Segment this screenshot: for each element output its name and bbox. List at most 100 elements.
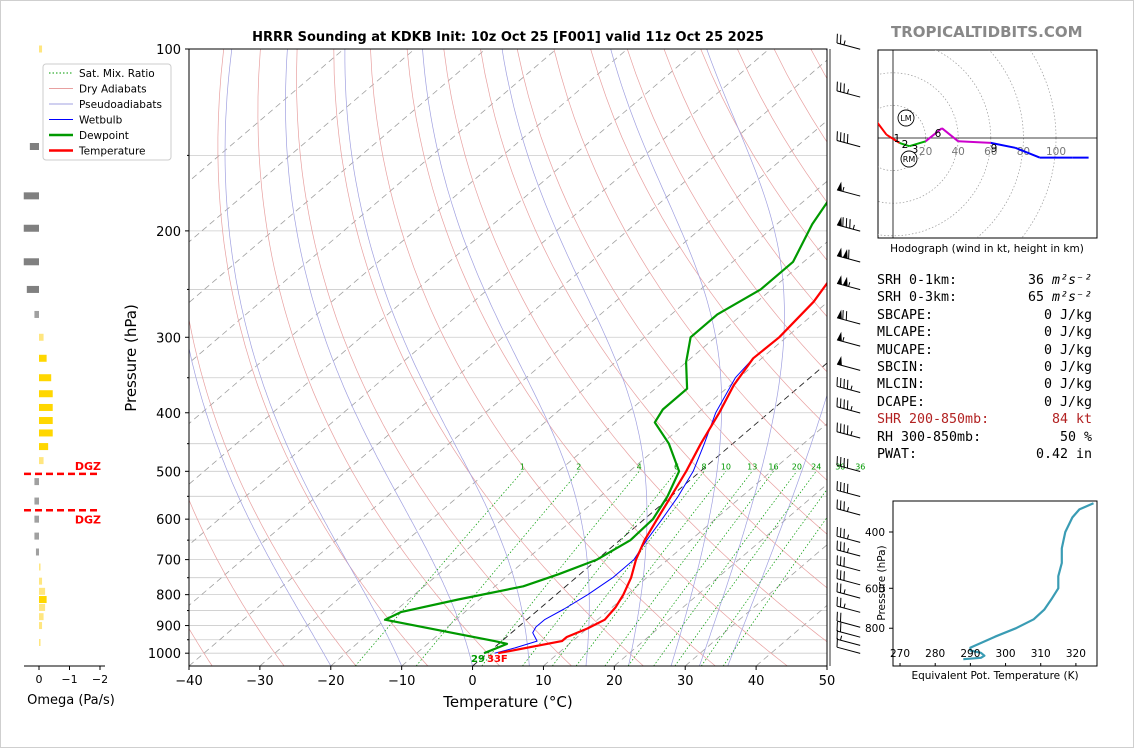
- stat-value: 0 J/kg: [1044, 343, 1092, 358]
- thetae-x-tick-label: 320: [1066, 648, 1086, 660]
- y-tick-label: 200: [156, 225, 181, 240]
- y-tick-label: 400: [156, 407, 181, 422]
- omega-tick-label: −2: [92, 673, 108, 686]
- omega-bar: [34, 478, 39, 485]
- omega-bar: [39, 355, 47, 362]
- barb-pennant: [837, 310, 842, 319]
- omega-bar: [24, 192, 39, 199]
- omega-bar: [39, 596, 47, 603]
- barb-halfflag: [843, 337, 844, 341]
- y-tick-label: 100: [156, 43, 181, 58]
- omega-bar: [39, 334, 44, 341]
- x-tick-label: 40: [748, 674, 765, 689]
- stat-value: 0 J/kg: [1044, 308, 1092, 323]
- x-tick-label: −20: [317, 674, 344, 689]
- barb-pennant: [837, 332, 842, 341]
- wind-barb: [837, 356, 860, 370]
- stat-row: SHR 200-850mb:84 kt: [877, 412, 1092, 429]
- stat-value: 0 J/kg: [1044, 377, 1092, 392]
- barb-halfflag: [851, 386, 852, 390]
- thetae-x-tick-label: 310: [1031, 648, 1051, 660]
- skew-bg: [189, 49, 827, 666]
- thetae-x-label: Equivalent Pot. Temperature (K): [911, 670, 1078, 682]
- wind-barb: [837, 377, 860, 392]
- legend-label: Dry Adiabats: [79, 84, 147, 96]
- stat-row: RH 300-850mb:50 %: [877, 430, 1092, 447]
- hodo-height-label: 1: [894, 133, 901, 145]
- x-tick-label: −30: [246, 674, 273, 689]
- thetae-y-label: Pressure (hPa): [876, 545, 888, 620]
- barb-shaft: [837, 639, 860, 645]
- x-tick-label: 50: [819, 674, 836, 689]
- stat-label: SHR 200-850mb:: [877, 412, 989, 427]
- hodo-height-label: 2: [902, 139, 909, 151]
- barb-shaft: [837, 631, 860, 637]
- wind-barb: [837, 541, 860, 556]
- legend-label: Temperature: [78, 146, 146, 158]
- omega-tick-label: −1: [61, 673, 77, 686]
- omega-bar: [39, 639, 41, 646]
- mixing-ratio-label: 36: [855, 462, 865, 471]
- y-axis-label: Pressure (hPa): [122, 304, 140, 412]
- stat-label: MLCIN:: [877, 377, 925, 392]
- x-tick-label: 10: [535, 674, 552, 689]
- stat-number: 36: [1028, 273, 1052, 288]
- stat-row: SBCIN:0 J/kg: [877, 360, 1092, 377]
- hodo-caption: Hodograph (wind in kt, height in km): [890, 243, 1084, 255]
- mixing-ratio-label: 4: [637, 462, 642, 471]
- thetae-x-tick-label: 300: [996, 648, 1016, 660]
- surface-dewpoint-label: 29: [471, 654, 485, 665]
- x-tick-label: 30: [677, 674, 694, 689]
- omega-tick-label: 0: [36, 673, 43, 686]
- stat-row: PWAT:0.42 in: [877, 447, 1092, 464]
- x-tick-label: −10: [388, 674, 415, 689]
- barb-halfflag: [847, 535, 848, 539]
- barb-shaft: [837, 536, 860, 542]
- omega-axis-label: Omega (Pa/s): [27, 693, 115, 708]
- barb-halfflag: [847, 507, 848, 511]
- y-tick-label: 800: [156, 589, 181, 604]
- wind-barb: [837, 182, 860, 196]
- omega-bar: [39, 578, 42, 585]
- hodo-height-label: 6: [935, 128, 942, 140]
- dgz-label-bottom: DGZ: [75, 513, 101, 526]
- barb-shaft: [837, 318, 860, 324]
- omega-bar: [34, 311, 39, 318]
- stat-label: SBCAPE:: [877, 308, 933, 323]
- omega-bar: [30, 143, 39, 150]
- y-tick-label: 700: [156, 554, 181, 569]
- barb-halfflag: [844, 41, 845, 45]
- stat-label: RH 300-850mb:: [877, 430, 981, 445]
- barb-halfflag: [844, 604, 845, 608]
- wind-barb: [837, 597, 860, 612]
- omega-bar: [39, 563, 41, 570]
- legend-label: Dewpoint: [79, 130, 129, 142]
- stat-value: 0 J/kg: [1044, 325, 1092, 340]
- barb-halfflag: [840, 636, 841, 640]
- omega-bar: [39, 443, 48, 450]
- surface-temp-label: 33F: [487, 654, 508, 665]
- barb-halfflag: [851, 406, 852, 410]
- omega-bar: [39, 457, 44, 464]
- barb-pennant: [837, 248, 842, 257]
- omega-bar: [36, 548, 39, 555]
- wind-barb: [837, 34, 860, 49]
- stat-unit: m²s⁻²: [1052, 290, 1092, 305]
- barb-pennant: [843, 277, 848, 286]
- omega-bar: [39, 374, 51, 381]
- stat-row: SRH 0-1km:36 m²s⁻²: [877, 273, 1092, 290]
- barb-halfflag: [847, 548, 848, 552]
- stat-row: MLCAPE: 0 J/kg: [877, 325, 1092, 342]
- barb-pennant: [837, 182, 842, 191]
- stat-label: MLCAPE:: [877, 325, 933, 340]
- stat-unit: m²s⁻²: [1052, 273, 1092, 288]
- legend-label: Pseudoadiabats: [79, 99, 162, 111]
- wind-barb: [837, 500, 860, 515]
- stat-row: DCAPE:0 J/kg: [877, 395, 1092, 412]
- wind-barb: [837, 217, 860, 231]
- y-tick-label: 900: [156, 620, 181, 635]
- mixing-ratio-label: 13: [747, 462, 757, 471]
- chart-title: HRRR Sounding at KDKB Init: 10z Oct 25 […: [252, 30, 764, 45]
